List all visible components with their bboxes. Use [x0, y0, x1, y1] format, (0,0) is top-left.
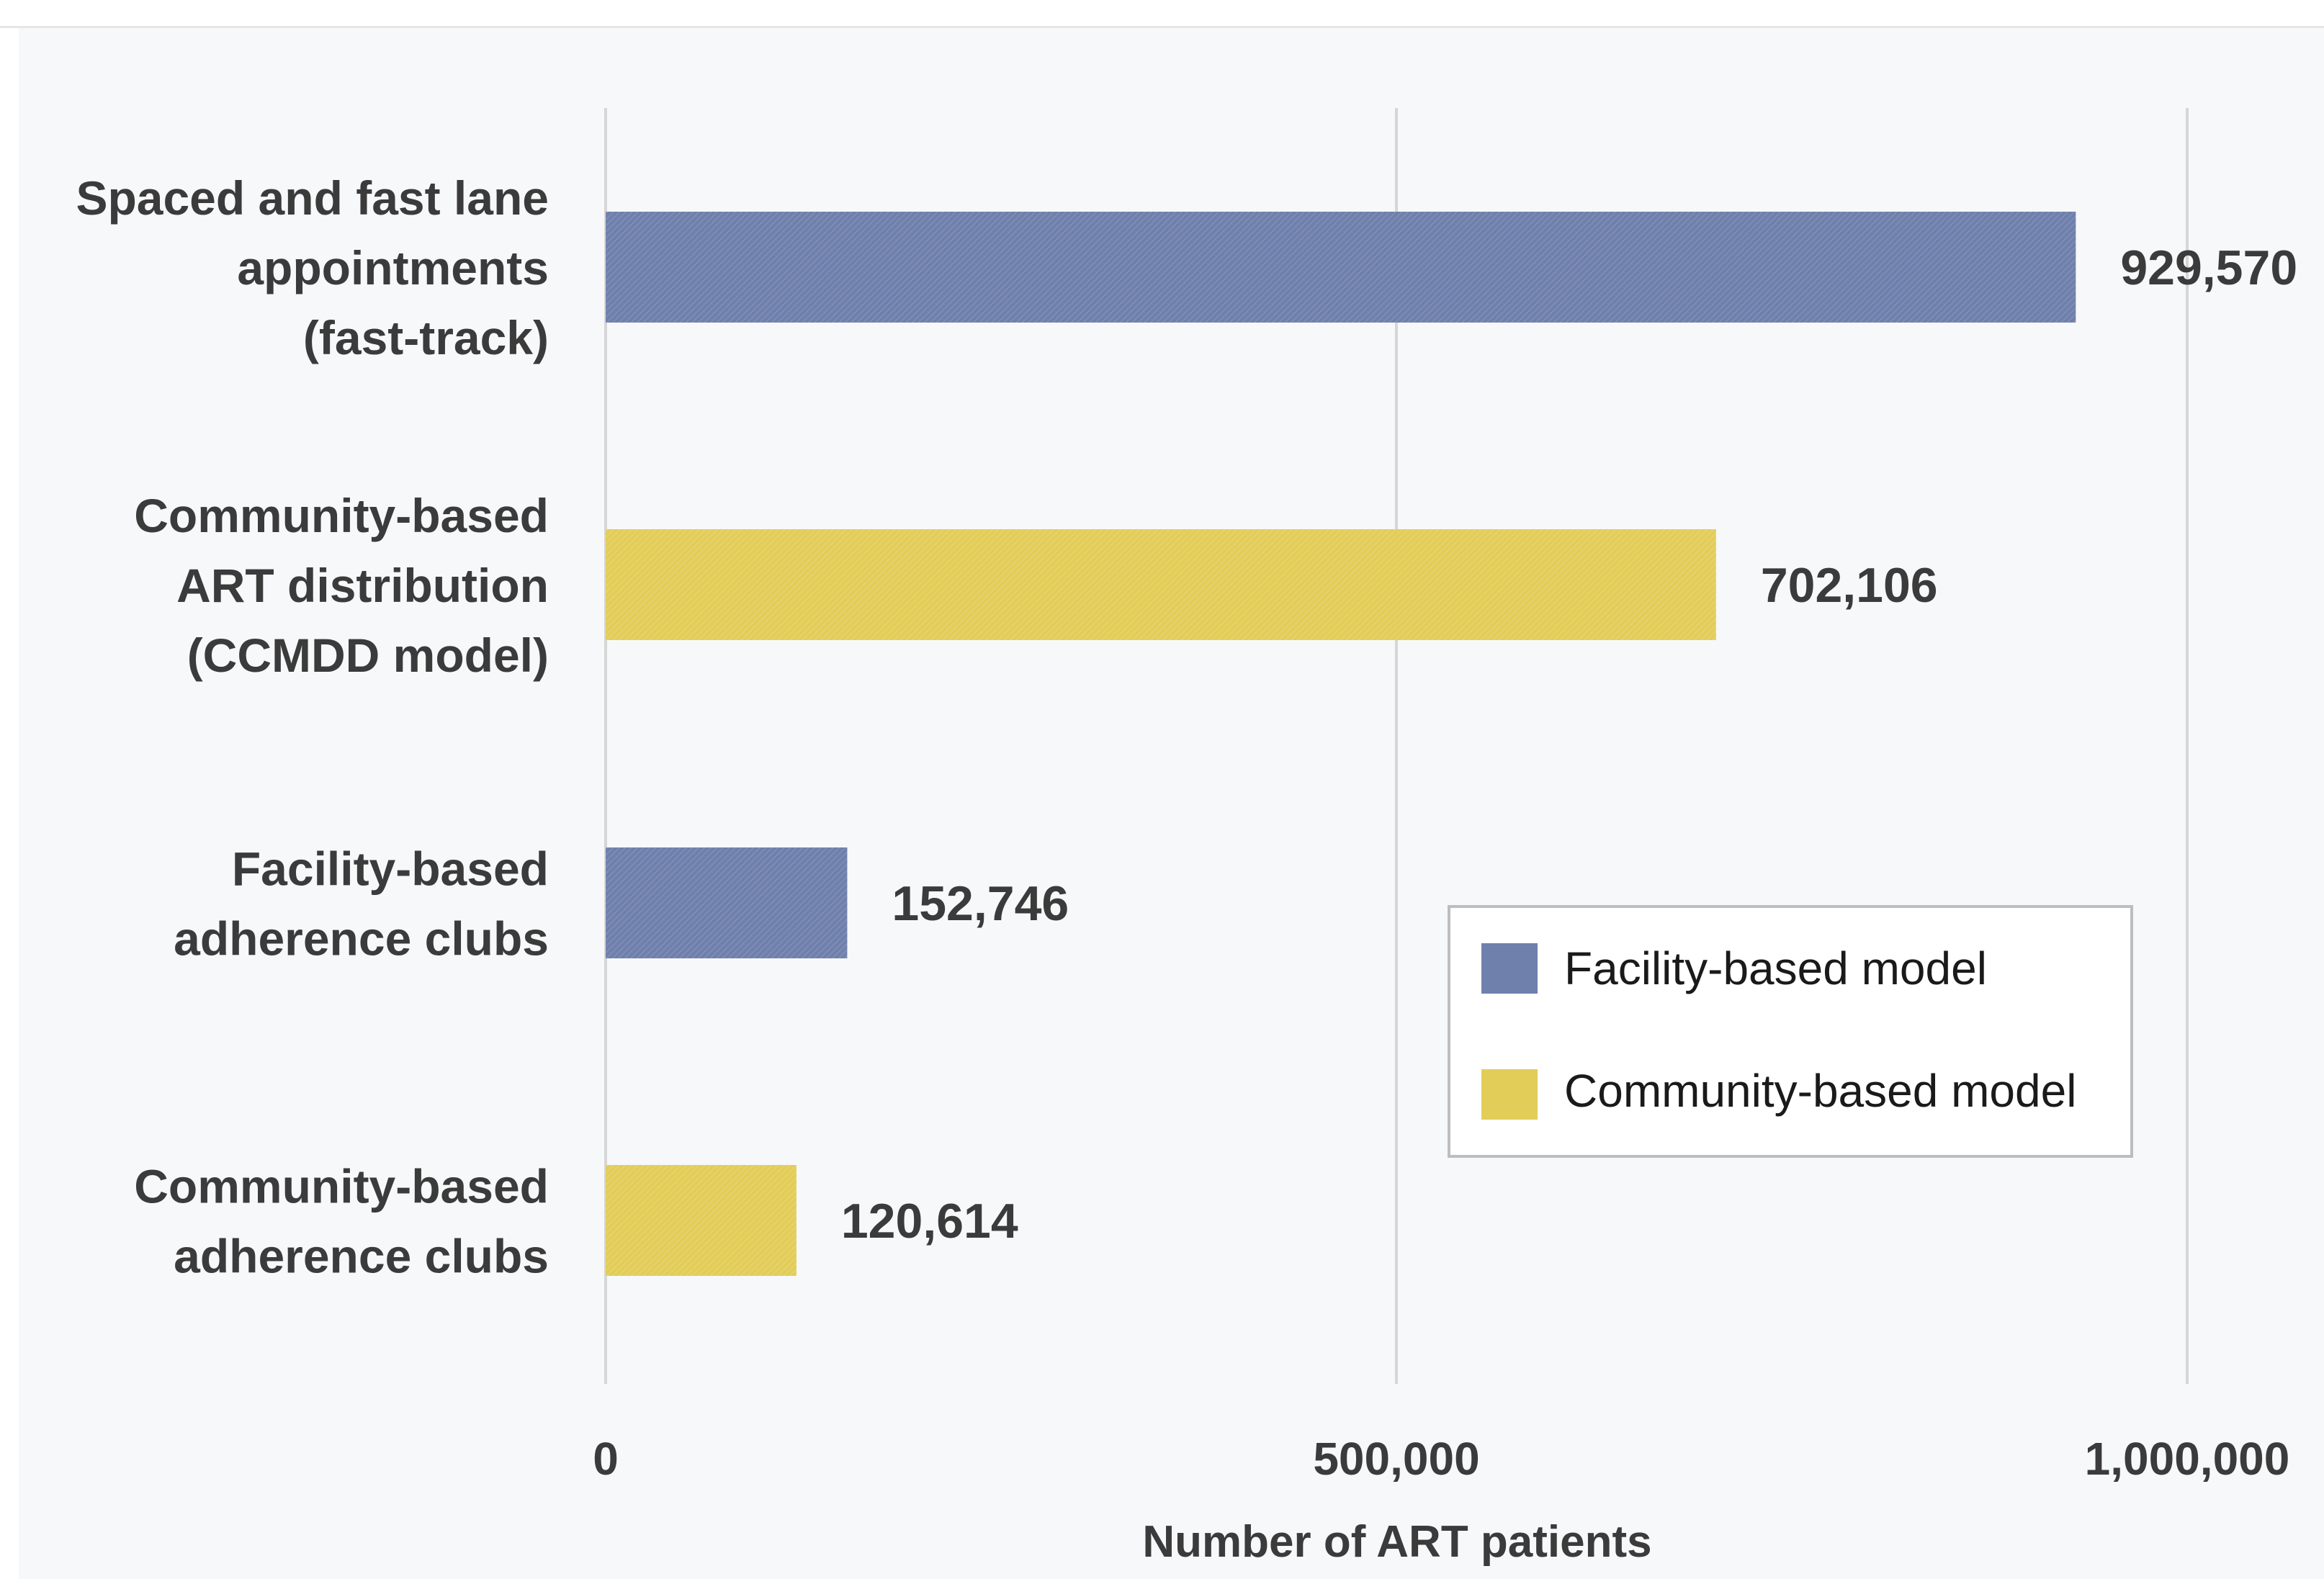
- bar-texture-0: [606, 212, 2076, 323]
- legend-label-community-based: Community-based model: [1564, 1065, 2076, 1117]
- bar-texture-1: [606, 529, 1716, 640]
- category-label-line: Community-based: [134, 1159, 549, 1213]
- bars: [606, 212, 2076, 1276]
- category-label-line: Facility-based: [232, 842, 549, 895]
- x-axis-title: Number of ART patients: [1142, 1517, 1651, 1567]
- category-label-line: adherence clubs: [174, 912, 549, 965]
- legend-swatch-community-based: [1481, 1069, 1538, 1120]
- bar-value-label-0: 929,570: [2120, 240, 2297, 295]
- x-tick-label-0: 0: [593, 1433, 619, 1485]
- chart-top-border: [0, 26, 2324, 28]
- legend-box: [1448, 905, 2133, 1158]
- category-label-line: appointments: [237, 241, 549, 294]
- category-label-line: adherence clubs: [174, 1229, 549, 1282]
- category-label-line: Community-based: [134, 489, 549, 542]
- x-tick-label-2: 1,000,000: [2085, 1433, 2290, 1485]
- bar-value-label-1: 702,106: [1761, 558, 1938, 613]
- bar-value-label-2: 152,746: [892, 876, 1069, 931]
- category-label-3: Community-based adherence clubs: [134, 1159, 549, 1282]
- legend-label-facility-based: Facility-based model: [1564, 943, 1987, 994]
- bar-value-label-3: 120,614: [841, 1194, 1018, 1249]
- legend: Facility-based model Community-based mod…: [1448, 905, 2133, 1158]
- bar-texture-3: [606, 1165, 797, 1276]
- bar-texture-2: [606, 847, 848, 958]
- category-label-0: Spaced and fast lane appointments (fast-tr…: [76, 171, 549, 364]
- category-label-line: (CCMDD model): [187, 629, 549, 682]
- category-label-2: Facility-based adherence clubs: [174, 842, 549, 965]
- x-tick-labels: 0 500,000 1,000,000: [593, 1433, 2289, 1485]
- x-tick-label-1: 500,000: [1313, 1433, 1479, 1485]
- category-labels: Spaced and fast lane appointments (fast-tr…: [76, 171, 549, 1283]
- category-label-line: ART distribution: [176, 559, 549, 612]
- category-label-line: Spaced and fast lane: [76, 171, 549, 225]
- category-label-line: (fast-track): [303, 311, 549, 364]
- legend-swatch-facility-based: [1481, 943, 1538, 994]
- category-label-1: Community-based ART distribution (CCMDD mo…: [134, 489, 549, 682]
- bar-value-labels: 929,570 702,106 152,746 120,614: [841, 240, 2297, 1249]
